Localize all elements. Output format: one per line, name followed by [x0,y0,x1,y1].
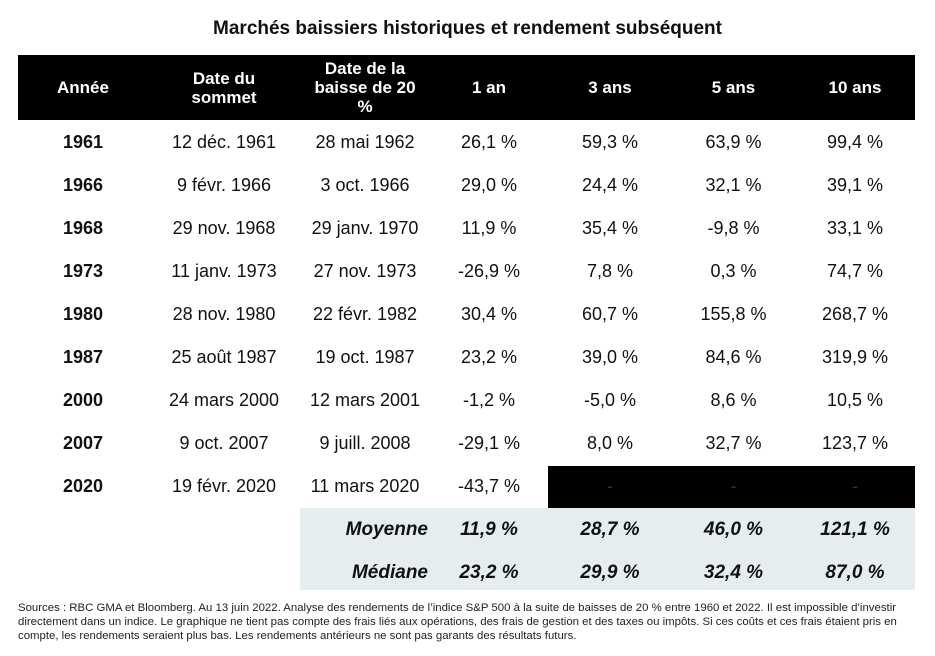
cell: 29 nov. 1968 [172,218,276,238]
cell: -9,8 % [707,218,760,238]
cell: 0,3 % [710,261,757,281]
cell: 60,7 % [581,304,639,324]
summary-value: 11,9 % [460,518,518,540]
cell: 39,1 % [826,175,884,195]
cell: 27 nov. 1973 [313,261,417,281]
cell: 24 mars 2000 [168,390,280,410]
cell: 59,3 % [581,132,639,152]
cell: 63,9 % [705,132,762,152]
cell: 24,4 % [581,175,639,195]
cell: 11 mars 2020 [310,476,420,496]
cell: 11 janv. 1973 [171,261,277,281]
cell: 99,4 % [826,132,884,152]
cell: - [607,476,613,496]
header-cell: 1 an [471,78,507,97]
cell: 30,4 % [460,304,518,324]
year-cell: 1973 [62,261,104,281]
summary-value: 28,7 % [580,518,640,540]
summary-band [300,508,915,590]
cell: 268,7 % [821,304,889,324]
cell: -26,9 % [457,261,521,281]
cell: 19 févr. 2020 [171,476,277,496]
summary-value: 87,0 % [825,561,885,583]
cell: 39,0 % [581,347,639,367]
cell: 35,4 % [581,218,639,238]
header-cell: 10 ans [828,78,882,97]
cell: 74,7 % [826,261,884,281]
year-cell: 1961 [62,132,104,152]
cell: 9 oct. 2007 [179,433,269,453]
cell: 32,1 % [705,175,762,195]
year-cell: 1968 [62,218,104,238]
cell: 19 oct. 1987 [315,347,415,367]
cell: 7,8 % [586,261,634,281]
cell: -5,0 % [583,390,637,410]
cell: 28 nov. 1980 [172,304,276,324]
cell: 29 janv. 1970 [311,218,419,238]
header-band [18,55,915,120]
summary-value: 121,1 % [820,518,890,540]
year-cell: 1966 [62,175,104,195]
summary-value: 23,2 % [459,561,519,583]
header-cell: Année [57,78,109,97]
header-cell: Date du sommet [191,68,257,107]
summary-value: 46,0 % [703,518,764,540]
cell: 29,0 % [460,175,518,195]
cell: - [730,476,737,496]
cell: 123,7 % [821,433,889,453]
summary-label: Médiane [351,561,428,583]
cell: -29,1 % [457,433,521,453]
header-cell: 3 ans [588,78,632,97]
header-cell: 5 ans [711,78,756,97]
cell: 319,9 % [821,347,889,367]
cell: 22 févr. 1982 [312,304,418,324]
header-cell: Date de la baisse de 20 % [314,59,416,116]
cell: 12 déc. 1961 [171,132,277,152]
cell: -1,2 % [462,390,516,410]
cell: 3 oct. 1966 [320,175,410,195]
cell: 9 févr. 1966 [176,175,272,195]
title: Marchés baissiers historiques et rendeme… [213,18,722,39]
cell: 11,9 % [461,218,517,238]
summary-value: 29,9 % [580,561,640,583]
cell: 26,1 % [460,132,518,152]
cell: 10,5 % [826,390,884,410]
footer: Sources : RBC GMA et Bloomberg. Au 13 ju… [18,602,897,642]
cell: 8,0 % [586,433,634,453]
year-cell: 2007 [62,433,104,453]
cell: 155,8 % [700,304,767,324]
summary-value: 32,4 % [703,561,764,583]
year-cell: 2020 [62,476,104,496]
cell: 12 mars 2001 [309,390,421,410]
cell: - [852,476,858,496]
summary-label: Moyenne [345,518,428,540]
masked-cells [548,466,915,508]
cell: 32,7 % [705,433,762,453]
cell: 8,6 % [710,390,757,410]
year-cell: 1987 [62,347,104,367]
cell: 23,2 % [460,347,518,367]
cell: 9 juill. 2008 [319,433,411,453]
year-cell: 1980 [62,304,104,324]
cell: 84,6 % [705,347,762,367]
cell: 33,1 % [826,218,884,238]
cell: 25 août 1987 [171,347,277,367]
cell: -43,7 % [457,476,521,496]
cell: 28 mai 1962 [315,132,415,152]
year-cell: 2000 [62,390,104,410]
